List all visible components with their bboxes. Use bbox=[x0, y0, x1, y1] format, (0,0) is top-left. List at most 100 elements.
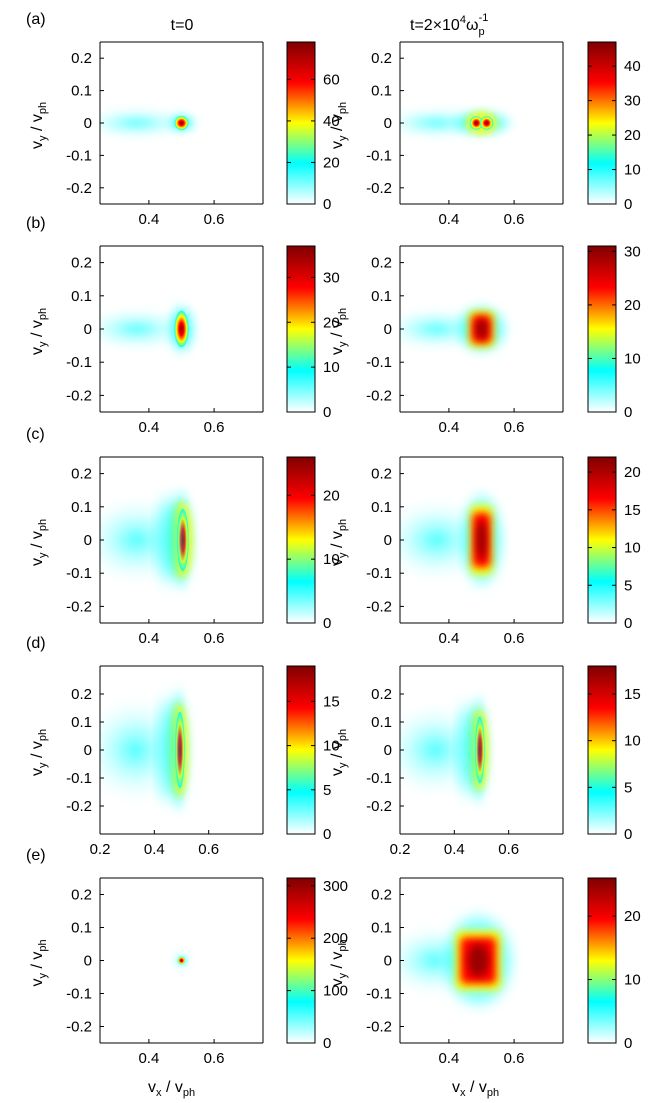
distribution-peak bbox=[476, 520, 487, 560]
y-tick-label: -0.2 bbox=[66, 598, 92, 615]
x-axis-label-right: vx / vph bbox=[452, 1079, 499, 1099]
y-axis-label: vy / vph bbox=[29, 102, 49, 149]
distribution-inner-shade bbox=[460, 704, 478, 796]
colorbar-tick-label: 20 bbox=[323, 314, 340, 331]
x-tick-label: 0.4 bbox=[444, 841, 465, 858]
y-tick-label: -0.1 bbox=[66, 770, 92, 787]
colorbar-tick-label: 0 bbox=[323, 826, 331, 843]
x-tick-label: 0.6 bbox=[204, 419, 225, 436]
y-tick-label: -0.1 bbox=[66, 354, 92, 371]
x-tick-label: 0.6 bbox=[204, 630, 225, 647]
y-axis-label: vy / vph bbox=[29, 939, 49, 986]
colorbar-tick-label: 10 bbox=[323, 551, 340, 568]
panel: 0.2 0.1 0 -0.1 -0.2 0.4 0.6 vy / vph 0 10 20 bbox=[29, 456, 340, 647]
colorbar-tick-label: 40 bbox=[624, 58, 641, 75]
y-tick-label: 0.2 bbox=[371, 255, 392, 272]
colorbar-tick-label: 0 bbox=[323, 196, 331, 213]
y-tick-label: -0.2 bbox=[366, 1019, 392, 1036]
column-title-late-sup: -1 bbox=[479, 12, 489, 24]
y-axis-label: vy / vph bbox=[29, 729, 49, 776]
y-tick-label: -0.1 bbox=[66, 147, 92, 164]
panel: 0.2 0.1 0 -0.1 -0.2 0.2 0.4 0.6 vy / vph 0 5 10 15 bbox=[329, 665, 641, 858]
row-label: (e) bbox=[26, 847, 46, 864]
y-tick-label: 0.1 bbox=[71, 288, 92, 305]
y-tick-label: 0.2 bbox=[71, 255, 92, 272]
distribution-core bbox=[174, 711, 185, 789]
panel: 0.2 0.1 0 -0.1 -0.2 0.4 0.6 vy / vph 0 5 10 15 20 bbox=[329, 456, 641, 647]
colorbar-tick-label: 20 bbox=[624, 908, 641, 925]
colorbar-tick-label: 20 bbox=[323, 487, 340, 504]
panel: 0.2 0.1 0 -0.1 -0.2 0.4 0.6 vy / vph 0 10 20 30 bbox=[329, 243, 641, 436]
colorbar-tick-label: 10 bbox=[624, 733, 641, 750]
y-tick-label: 0 bbox=[84, 321, 92, 338]
distribution-inner-shade bbox=[159, 498, 180, 582]
colorbar-tick-label: 0 bbox=[624, 1035, 632, 1052]
y-tick-label: 0.1 bbox=[71, 714, 92, 731]
y-tick-label: -0.2 bbox=[366, 598, 392, 615]
heatmap-area bbox=[400, 878, 563, 1043]
y-axis-label: vy / vph bbox=[329, 939, 349, 986]
colorbar bbox=[587, 877, 617, 1044]
y-tick-label: 0 bbox=[384, 115, 392, 132]
x-tick-label: 0.4 bbox=[438, 211, 459, 228]
colorbar bbox=[286, 877, 316, 1044]
colorbar-tick-label: 0 bbox=[624, 404, 632, 421]
y-tick-label: 0.1 bbox=[371, 499, 392, 516]
y-axis-label: vy / vph bbox=[329, 729, 349, 776]
x-tick-label: 0.6 bbox=[498, 841, 519, 858]
x-tick-label: 0.4 bbox=[144, 841, 165, 858]
colorbar-tick-label: 15 bbox=[624, 686, 641, 703]
column-title-t0: t=0 bbox=[171, 17, 194, 34]
y-tick-label: -0.2 bbox=[66, 798, 92, 815]
colorbar-tick-label: 10 bbox=[624, 162, 641, 179]
column-title-late: t=2×104ωp -1 bbox=[410, 12, 488, 38]
panel: 0.2 0.1 0 -0.1 -0.2 0.4 0.6 vy / vph 0 10 20 bbox=[329, 877, 641, 1067]
colorbar bbox=[286, 665, 316, 835]
colorbar bbox=[286, 456, 316, 624]
colorbar-tick-label: 30 bbox=[624, 93, 641, 110]
column-title-late-sub: p bbox=[478, 26, 484, 38]
distribution-peak bbox=[469, 116, 483, 130]
x-tick-label: 0.2 bbox=[90, 841, 111, 858]
colorbar-tick-label: 15 bbox=[323, 693, 340, 710]
colorbar-tick-label: 15 bbox=[624, 502, 641, 519]
x-tick-label: 0.6 bbox=[504, 1050, 525, 1067]
colorbar bbox=[587, 456, 617, 624]
y-axis-label: vy / vph bbox=[329, 308, 349, 355]
y-tick-label: 0.1 bbox=[371, 288, 392, 305]
panel: 0.2 0.1 0 -0.1 -0.2 0.4 0.6 vy / vph 0 100 200 300 bbox=[29, 877, 348, 1067]
colorbar-tick-label: 200 bbox=[323, 930, 348, 947]
distribution-core bbox=[176, 508, 189, 572]
colorbar-tick-label: 10 bbox=[624, 350, 641, 367]
colorbar-tick-label: 10 bbox=[624, 972, 641, 989]
y-tick-label: -0.1 bbox=[66, 986, 92, 1003]
distribution-peak bbox=[475, 318, 488, 340]
y-tick-label: 0.2 bbox=[371, 466, 392, 483]
y-tick-label: 0 bbox=[84, 742, 92, 759]
distribution-peak bbox=[480, 116, 494, 130]
y-tick-label: 0.2 bbox=[371, 686, 392, 703]
x-tick-label: 0.6 bbox=[504, 211, 525, 228]
y-tick-label: 0 bbox=[384, 742, 392, 759]
colorbar-tick-label: 20 bbox=[624, 464, 641, 481]
panels-layer: (a)0.20.10-0.1-0.20.4 0.6vy / vph02040600… bbox=[26, 11, 641, 1067]
colorbar-tick-label: 40 bbox=[323, 113, 340, 130]
colorbar-tick-label: 0 bbox=[624, 615, 632, 632]
y-tick-label: 0.1 bbox=[71, 920, 92, 937]
colorbar-tick-label: 5 bbox=[323, 782, 331, 799]
y-tick-label: 0 bbox=[84, 953, 92, 970]
colorbar-tick-label: 20 bbox=[624, 297, 641, 314]
y-tick-label: 0.2 bbox=[371, 50, 392, 67]
x-tick-label: 0.4 bbox=[138, 630, 159, 647]
colorbar-tick-label: 20 bbox=[624, 127, 641, 144]
row-label: (c) bbox=[26, 426, 45, 443]
x-axis-label-left: vx / vph bbox=[148, 1079, 195, 1099]
heatmap-area bbox=[100, 246, 263, 412]
column-title-late-exp: 4 bbox=[460, 14, 466, 26]
y-tick-label: -0.1 bbox=[366, 354, 392, 371]
distribution-peak bbox=[467, 944, 489, 977]
colorbar-tick-label: 30 bbox=[323, 269, 340, 286]
y-tick-label: 0.1 bbox=[71, 499, 92, 516]
colorbar-tick-label: 10 bbox=[323, 738, 340, 755]
x-tick-label: 0.4 bbox=[138, 1050, 159, 1067]
